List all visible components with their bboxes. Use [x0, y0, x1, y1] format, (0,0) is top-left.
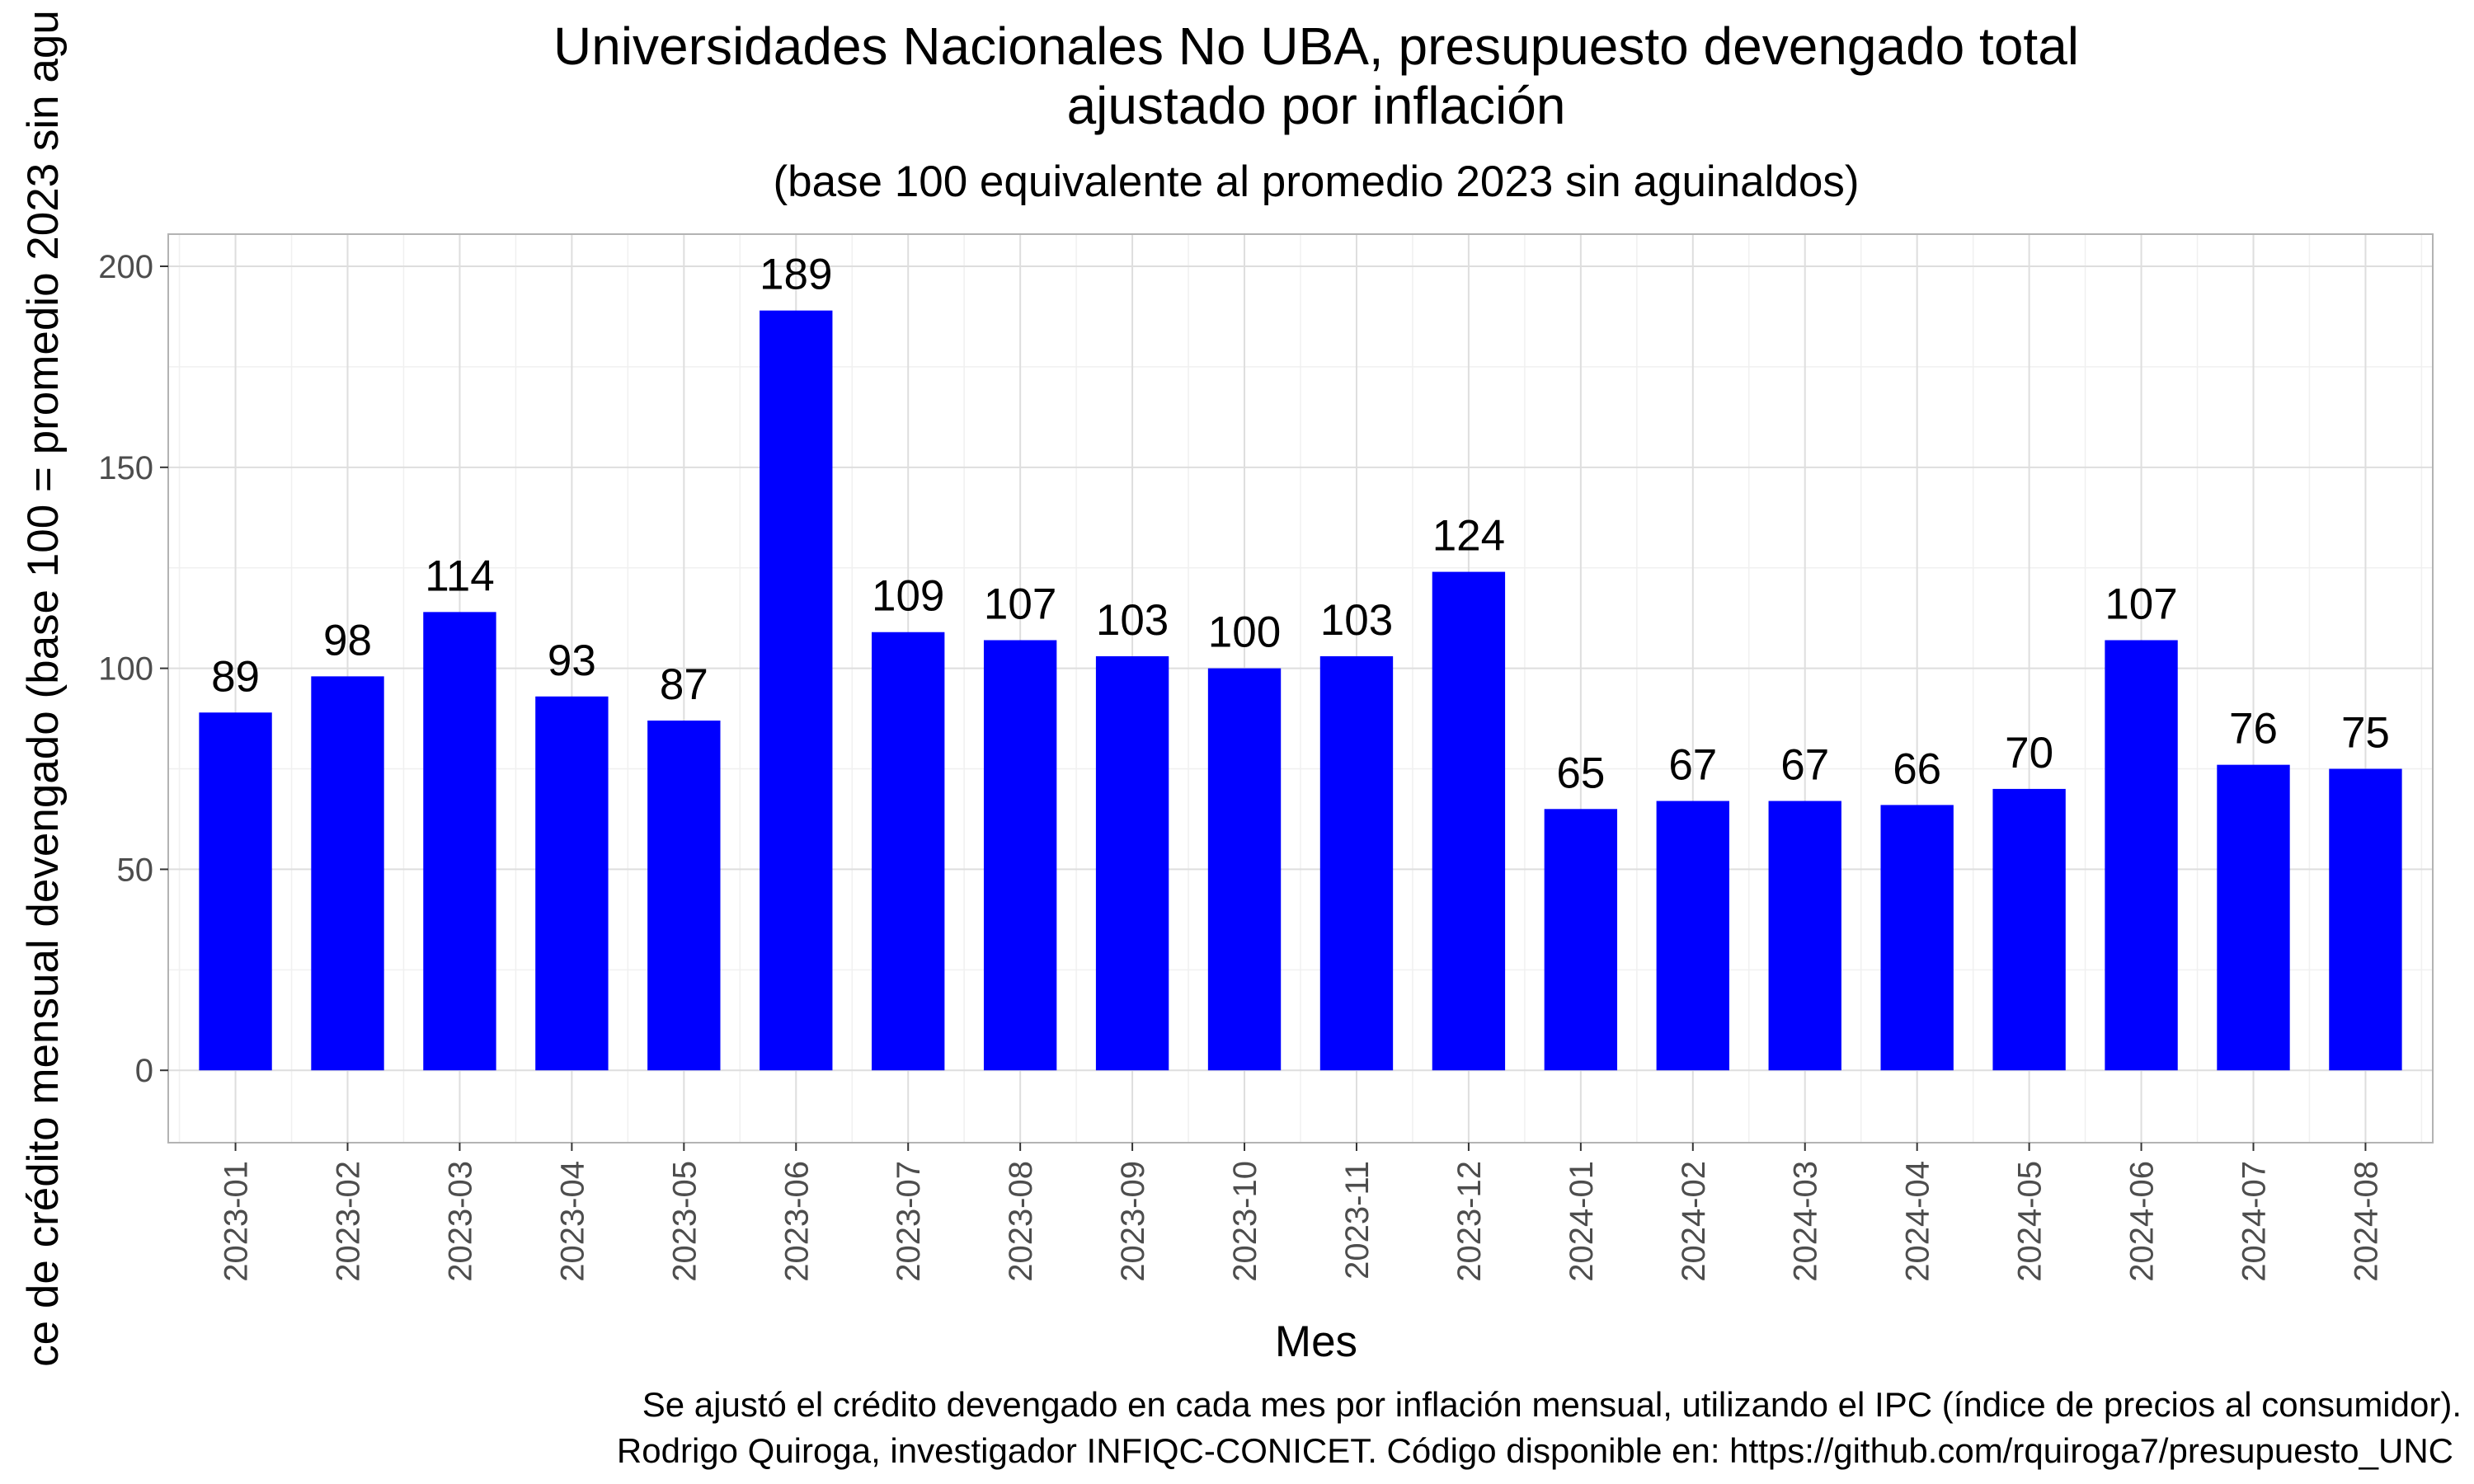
x-tick-label: 2023-10 — [1227, 1161, 1263, 1282]
bar-2023-05 — [647, 721, 721, 1071]
y-tick-label: 0 — [135, 1053, 153, 1089]
x-tick-label: 2023-02 — [331, 1161, 367, 1282]
bar-2023-10 — [1207, 668, 1282, 1071]
data-label-2023-12: 124 — [1432, 512, 1505, 561]
x-tick-label: 2023-08 — [1003, 1161, 1039, 1282]
x-tick-label: 2024-06 — [2124, 1161, 2161, 1282]
chart-title-line-1: Universidades Nacionales No UBA, presupu… — [553, 16, 2079, 76]
bar-2023-03 — [423, 612, 496, 1071]
chart-title-line-2: ajustado por inflación — [1067, 76, 1566, 135]
x-tick-label: 2023-04 — [554, 1161, 590, 1282]
bars — [199, 310, 2402, 1071]
data-label-2023-05: 87 — [660, 660, 708, 709]
data-label-2023-11: 103 — [1320, 596, 1393, 645]
bar-2023-02 — [311, 676, 384, 1071]
x-tick-label: 2024-03 — [1788, 1161, 1824, 1282]
x-tick-label: 2023-07 — [891, 1161, 927, 1282]
x-tick-label: 2024-05 — [2012, 1161, 2048, 1282]
caption-line-2: Rodrigo Quiroga, investigador INFIQC-CON… — [617, 1431, 2453, 1470]
data-label-2024-03: 67 — [1780, 741, 1829, 790]
data-label-2023-07: 109 — [872, 572, 944, 621]
bar-2024-03 — [1768, 801, 1841, 1071]
y-tick-label: 150 — [98, 450, 153, 486]
data-label-2023-01: 89 — [211, 652, 260, 701]
data-label-2024-02: 67 — [1668, 741, 1717, 790]
bar-2023-08 — [983, 640, 1057, 1071]
y-tick-label: 50 — [117, 852, 154, 888]
x-tick-label: 2023-11 — [1339, 1161, 1376, 1280]
data-label-2024-08: 75 — [2341, 709, 2390, 758]
bar-2023-11 — [1319, 655, 1394, 1071]
data-label-2023-03: 114 — [425, 552, 495, 600]
x-tick-label: 2023-09 — [1115, 1161, 1151, 1282]
bar-2023-07 — [872, 632, 945, 1071]
data-labels: 89 98 114 93 87 189 109 107 103 100 103 124 65 67 67 66… — [211, 251, 2390, 798]
bar-2023-01 — [199, 712, 272, 1071]
grid — [168, 234, 2433, 1143]
y-tick-label: 200 — [98, 249, 153, 285]
bar-2024-05 — [1992, 788, 2066, 1071]
bar-2024-07 — [2217, 764, 2290, 1071]
data-label-2023-08: 107 — [984, 580, 1056, 628]
data-label-2024-01: 65 — [1556, 749, 1605, 797]
x-tick-label: 2024-01 — [1564, 1161, 1600, 1282]
x-tick-label: 2024-02 — [1676, 1161, 1712, 1282]
x-tick-label: 2023-01 — [219, 1161, 255, 1282]
x-tick-label: 2024-08 — [2348, 1161, 2384, 1282]
x-tick-label: 2023-05 — [666, 1161, 703, 1282]
bar-2023-06 — [760, 310, 833, 1071]
y-tick-label: 100 — [98, 651, 153, 688]
data-label-2023-09: 103 — [1096, 596, 1169, 645]
caption-line-1: Se ajustó el crédito devengado en cada m… — [642, 1385, 2462, 1424]
x-tick-label: 2024-07 — [2236, 1161, 2272, 1282]
x-tick-label: 2023-03 — [442, 1161, 478, 1282]
bar-2024-08 — [2329, 768, 2402, 1071]
bar-2024-04 — [1880, 805, 1954, 1071]
bar-2023-09 — [1095, 655, 1169, 1071]
plot-panel-border — [167, 233, 2434, 1144]
bar-2024-01 — [1544, 809, 1618, 1071]
bar-2024-06 — [2105, 640, 2178, 1071]
x-axis: 2023-01 2023-02 2023-03 2023-04 2023-05 2023-… — [219, 1143, 2384, 1282]
chart-subtitle: (base 100 equivalente al promedio 2023 s… — [773, 157, 1859, 206]
y-axis: 0 50 100 150 200 — [98, 249, 168, 1089]
data-label-2023-02: 98 — [323, 616, 372, 665]
x-tick-label: 2024-04 — [1900, 1161, 1936, 1282]
data-label-2023-10: 100 — [1208, 608, 1281, 657]
bar-2024-02 — [1656, 801, 1729, 1071]
x-tick-label: 2023-12 — [1451, 1161, 1488, 1282]
data-label-2023-06: 189 — [760, 251, 832, 299]
data-label-2024-06: 107 — [2105, 580, 2177, 628]
data-label-2024-04: 66 — [1893, 744, 1941, 793]
data-label-2024-07: 76 — [2229, 705, 2278, 754]
bar-2023-04 — [535, 696, 609, 1071]
x-axis-title: Mes — [1275, 1317, 1357, 1366]
data-label-2024-05: 70 — [2005, 729, 2053, 777]
y-axis-title: ce de crédito mensual devengado (base 10… — [19, 10, 68, 1367]
data-label-2023-04: 93 — [548, 636, 596, 685]
x-tick-label: 2023-06 — [778, 1161, 815, 1282]
bar-2023-12 — [1432, 571, 1506, 1071]
